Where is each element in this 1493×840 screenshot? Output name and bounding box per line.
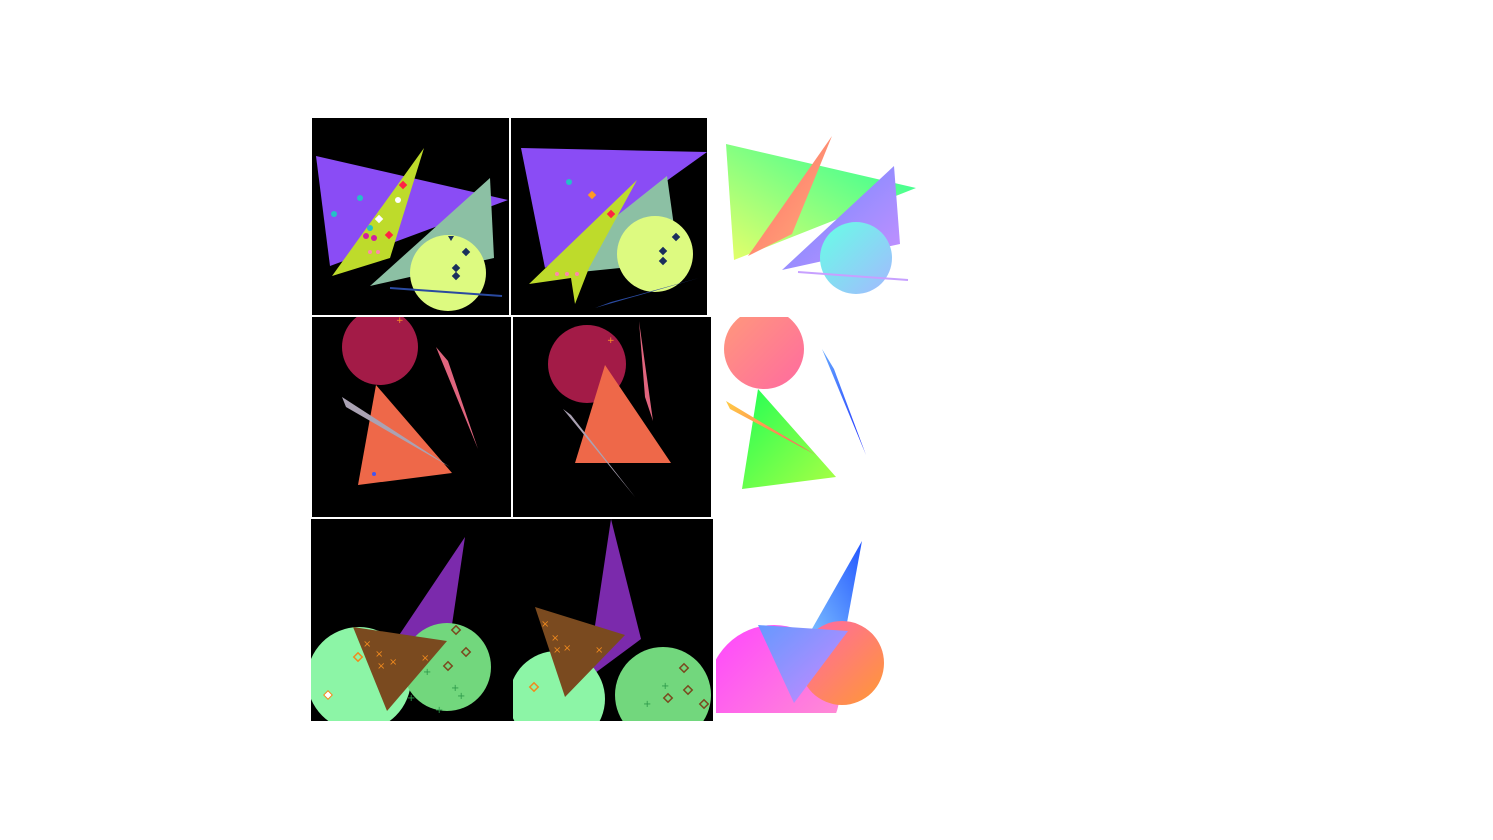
- brown-triangle: [353, 627, 447, 711]
- gradient-violet-triangle: [758, 625, 848, 703]
- diamond-marker: [682, 684, 694, 696]
- green-plus-marker: +: [435, 705, 443, 716]
- blue-sliver: [595, 278, 699, 308]
- row-1-gradient-scene: [726, 136, 916, 294]
- diamond-marker: [698, 698, 710, 710]
- row-1-gradient-panel: [712, 118, 922, 315]
- coral-triangle: [575, 365, 671, 463]
- gradient-sliver: [797, 271, 909, 281]
- orange-cross-marker: +: [396, 317, 404, 326]
- green-plus-marker: +: [643, 699, 651, 710]
- gradient-circle: [820, 222, 892, 294]
- pink-dot: [376, 250, 380, 254]
- magenta-dot: [363, 233, 369, 239]
- orange-cross-marker: +: [607, 336, 615, 346]
- row-1-rendered-scene: [521, 148, 707, 308]
- teal-dot: [367, 225, 373, 231]
- blue-dot: [372, 472, 376, 476]
- pale-yellow-circle: [410, 235, 486, 311]
- row-1-input-panel: [312, 118, 509, 315]
- brown-triangle: [535, 607, 625, 697]
- grey-sliver: [563, 409, 635, 497]
- orange-x-marker: ×: [541, 619, 549, 630]
- magenta-dot: [371, 235, 377, 241]
- orange-x-marker: ×: [377, 661, 385, 672]
- green-plus-marker: +: [661, 681, 669, 692]
- pale-yellow-circle: [617, 216, 693, 292]
- diamond-marker: [460, 646, 472, 658]
- right-green-circle: [615, 647, 711, 721]
- orange-x-marker: ×: [553, 645, 561, 656]
- white-diamond-marker: [323, 690, 333, 700]
- row-3-rendered-scene: × × × × × + +: [513, 519, 711, 721]
- row-3-gradient-panel: [716, 519, 916, 721]
- grey-sliver: [342, 397, 450, 467]
- navy-diamond-marker: [461, 247, 471, 257]
- row-3-gradient-scene: [716, 541, 916, 721]
- pink-sliver: [639, 321, 653, 421]
- teal-dot: [566, 179, 572, 185]
- gradient-blue-sliver: [822, 349, 866, 455]
- gradient-circle: [724, 317, 804, 389]
- row-2-rendered-panel: +: [513, 317, 711, 517]
- diamond-marker: [662, 692, 674, 704]
- diamond-marker: [442, 660, 454, 672]
- orange-x-marker: ×: [389, 657, 397, 668]
- panel-bottom-mask: [716, 713, 916, 721]
- green-plus-marker: +: [457, 691, 465, 702]
- row-3-input-scene: × × × × × + + + + +: [311, 537, 491, 721]
- crimson-circle: [342, 317, 418, 385]
- green-plus-marker: +: [407, 693, 415, 704]
- orange-x-marker: ×: [375, 649, 383, 660]
- orange-x-marker: ×: [551, 633, 559, 644]
- diamond-marker: [678, 662, 690, 674]
- green-plus-marker: +: [451, 683, 459, 694]
- diamond-marker: [352, 651, 364, 663]
- navy-diamond-marker: [451, 271, 461, 281]
- pink-sliver: [436, 347, 478, 449]
- white-dot: [395, 197, 401, 203]
- navy-diamond-marker: [451, 263, 461, 273]
- row-2-input-panel: +: [312, 317, 511, 517]
- row-2-rendered-scene: +: [548, 321, 671, 497]
- orange-x-marker: ×: [563, 643, 571, 654]
- row-2-input-scene: +: [342, 317, 478, 485]
- orange-x-marker: ×: [595, 645, 603, 656]
- pink-dot: [555, 272, 559, 276]
- blue-sliver: [389, 287, 503, 297]
- row-2-gradient-panel: [716, 317, 926, 517]
- orange-x-marker: ×: [363, 639, 371, 650]
- gradient-orange-sliver: [726, 401, 816, 455]
- row-1-rendered-panel: [511, 118, 707, 315]
- thin-lime-triangle: [332, 148, 424, 276]
- teal-dot: [357, 195, 363, 201]
- red-diamond-marker: [398, 180, 408, 190]
- coral-triangle: [358, 385, 452, 485]
- green-plus-marker: +: [423, 667, 431, 678]
- navy-triangle-marker: [448, 236, 454, 241]
- row-3-input-panel: × × × × × + + + + +: [311, 519, 513, 721]
- pink-dot: [565, 272, 569, 276]
- diamond-marker: [450, 624, 462, 636]
- gradient-thin-triangle: [748, 136, 832, 256]
- row-3-rendered-panel: × × × × × + +: [513, 519, 713, 721]
- orange-x-marker: ×: [421, 653, 429, 664]
- navy-diamond-marker: [658, 256, 668, 266]
- pink-dot: [575, 272, 579, 276]
- row-1-input-scene: [316, 148, 508, 311]
- row-2-gradient-scene: [724, 317, 866, 489]
- pink-dot: [368, 250, 372, 254]
- teal-dot: [331, 211, 337, 217]
- red-diamond-marker: [384, 230, 394, 240]
- white-diamond-marker: [374, 214, 384, 224]
- diamond-marker: [528, 681, 540, 693]
